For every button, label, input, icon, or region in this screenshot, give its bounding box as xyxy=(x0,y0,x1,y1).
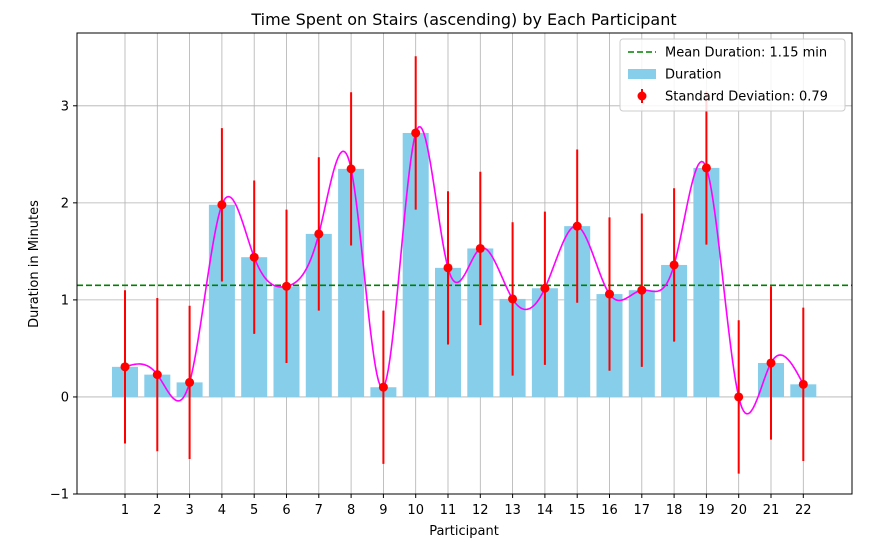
y-tick-label: −1 xyxy=(50,488,69,503)
x-tick-label: 18 xyxy=(666,503,683,518)
x-tick-label: 22 xyxy=(795,503,812,518)
data-point xyxy=(669,260,679,270)
x-tick-label: 15 xyxy=(569,503,586,518)
x-tick-label: 11 xyxy=(440,503,457,518)
x-tick-label: 17 xyxy=(634,503,651,518)
x-tick-label: 16 xyxy=(601,503,618,518)
y-tick-label: 2 xyxy=(61,196,69,211)
y-tick-label: 1 xyxy=(61,293,69,308)
plot-frame xyxy=(76,32,853,495)
x-axis-ticks: 1 2 3 4 5 6 7 8 9 10 11 12 13 14 15 16 17 18 19 20 21 22 xyxy=(121,494,812,518)
data-point xyxy=(152,370,162,380)
x-tick-label: 20 xyxy=(730,503,747,518)
data-point xyxy=(217,200,227,210)
data-point xyxy=(605,289,614,299)
data-point xyxy=(637,285,647,295)
data-point xyxy=(701,163,711,173)
legend: Mean Duration: 1.15 min Duration Standard … xyxy=(619,38,846,112)
data-points xyxy=(120,128,808,402)
data-point xyxy=(378,382,388,392)
y-tick-label: 3 xyxy=(61,99,69,114)
x-tick-label: 3 xyxy=(185,503,193,518)
legend-label: Standard Deviation: 0.79 xyxy=(665,90,828,105)
x-tick-label: 13 xyxy=(504,503,521,518)
x-tick-label: 8 xyxy=(347,503,355,518)
legend-label: Mean Duration: 1.15 min xyxy=(665,46,827,61)
bars xyxy=(112,132,817,397)
x-tick-label: 7 xyxy=(315,503,323,518)
x-tick-label: 14 xyxy=(537,503,554,518)
data-point xyxy=(475,243,485,253)
x-tick-label: 1 xyxy=(121,503,129,518)
legend-bar-swatch xyxy=(628,69,656,79)
data-point xyxy=(282,281,291,291)
x-tick-label: 6 xyxy=(282,503,290,518)
data-point xyxy=(314,229,324,239)
data-point xyxy=(249,252,259,262)
data-point xyxy=(185,377,195,387)
data-point xyxy=(734,392,744,402)
x-tick-label: 9 xyxy=(379,503,387,518)
x-tick-label: 10 xyxy=(407,503,424,518)
x-tick-label: 19 xyxy=(698,503,715,518)
legend-label: Duration xyxy=(665,68,721,83)
x-tick-label: 12 xyxy=(472,503,489,518)
x-tick-label: 4 xyxy=(218,503,226,518)
smooth-curve xyxy=(124,125,805,415)
x-tick-label: 5 xyxy=(250,503,258,518)
data-point xyxy=(120,362,130,372)
data-point xyxy=(411,128,421,138)
x-axis-label: Participant xyxy=(429,524,499,539)
x-tick-label: 2 xyxy=(153,503,161,518)
legend-point-swatch xyxy=(637,91,647,101)
data-point xyxy=(572,221,582,231)
y-axis-label: Duration in Minutes xyxy=(27,200,42,328)
y-tick-label: 0 xyxy=(61,390,69,405)
data-point xyxy=(766,358,776,368)
chart-title: Time Spent on Stairs (ascending) by Each… xyxy=(250,10,676,29)
data-point xyxy=(508,294,518,304)
data-point xyxy=(540,283,550,293)
y-axis-ticks: −1 0 1 2 3 xyxy=(50,99,77,503)
data-point xyxy=(443,263,453,273)
x-tick-label: 21 xyxy=(763,503,780,518)
legend-box xyxy=(619,38,846,112)
data-point xyxy=(798,379,808,389)
data-point xyxy=(346,164,356,174)
